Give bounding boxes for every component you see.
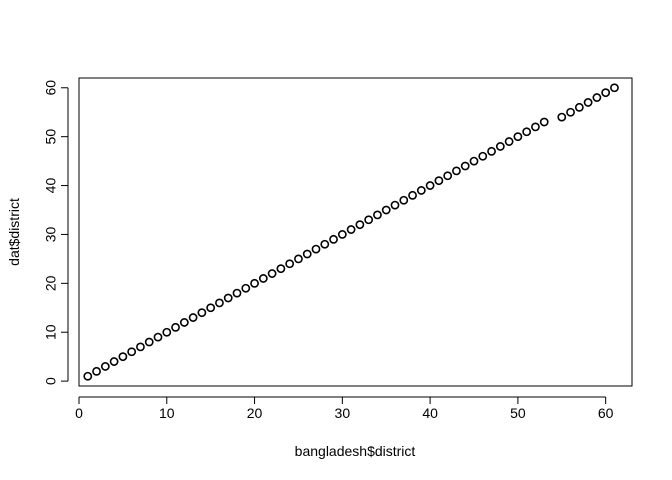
x-axis: 0 10 20 30 40 50 60 (75, 396, 614, 421)
data-point (215, 298, 224, 308)
data-point (337, 230, 347, 239)
data-point (258, 274, 268, 283)
data-point (566, 107, 575, 117)
data-point (478, 151, 488, 161)
data-point (399, 195, 409, 205)
x-tick-label: 30 (335, 405, 351, 421)
data-point (443, 171, 453, 181)
data-points (83, 83, 619, 381)
data-point (311, 244, 321, 254)
data-point (346, 225, 356, 234)
y-axis: 0 10 20 30 40 50 60 (43, 80, 69, 385)
x-tick-label: 40 (422, 405, 438, 421)
data-point (223, 293, 233, 303)
data-point (250, 278, 259, 288)
y-tick-label: 10 (43, 324, 59, 340)
data-point (188, 313, 198, 322)
data-point (302, 249, 312, 259)
data-point (460, 161, 470, 171)
data-point (127, 347, 137, 357)
data-point (144, 337, 154, 347)
data-point (390, 200, 400, 210)
data-point (408, 190, 417, 200)
data-point (109, 357, 119, 366)
data-point (153, 332, 163, 342)
data-point (452, 166, 461, 176)
data-point (364, 215, 374, 225)
data-point (197, 308, 207, 318)
y-axis-label: dat$district (6, 198, 22, 266)
data-point (100, 362, 110, 371)
data-point (329, 234, 338, 244)
data-point (610, 83, 619, 93)
data-point (583, 98, 593, 107)
data-point (574, 102, 584, 112)
data-point (267, 269, 277, 278)
data-point (355, 220, 365, 230)
data-point (416, 186, 426, 195)
x-tick-label: 10 (159, 405, 175, 421)
data-point (179, 318, 189, 327)
data-point (241, 283, 251, 293)
data-point (592, 93, 602, 102)
x-axis-label: bangladesh$district (295, 443, 416, 459)
data-point (557, 112, 567, 122)
data-point (425, 181, 435, 190)
data-point (136, 342, 145, 352)
data-point (513, 132, 523, 142)
x-tick-label: 0 (75, 405, 83, 421)
data-point (118, 352, 128, 362)
data-point (285, 259, 295, 269)
y-tick-label: 30 (43, 226, 59, 242)
data-point (206, 303, 216, 313)
data-point (469, 156, 479, 166)
data-point (320, 239, 330, 249)
x-tick-label: 60 (598, 405, 614, 421)
data-point (92, 366, 101, 376)
y-tick-label: 60 (43, 80, 59, 96)
data-point (294, 254, 303, 264)
data-point (601, 88, 611, 98)
y-tick-label: 50 (43, 129, 59, 145)
data-point (83, 371, 93, 381)
x-tick-label: 50 (510, 405, 526, 421)
data-point (171, 322, 180, 332)
data-point (434, 176, 444, 186)
data-point (495, 142, 505, 151)
data-point (381, 205, 391, 215)
data-point (522, 127, 532, 137)
data-point (373, 210, 382, 220)
y-tick-label: 40 (43, 178, 59, 194)
data-point (504, 137, 514, 146)
y-tick-label: 20 (43, 275, 59, 291)
data-point (276, 264, 286, 274)
data-point (162, 327, 172, 337)
data-point (232, 288, 242, 298)
data-point (539, 117, 549, 127)
data-point (487, 146, 496, 156)
data-point (531, 122, 540, 132)
plot-frame (78, 77, 633, 387)
y-tick-label: 0 (43, 377, 59, 385)
x-tick-label: 20 (247, 405, 263, 421)
